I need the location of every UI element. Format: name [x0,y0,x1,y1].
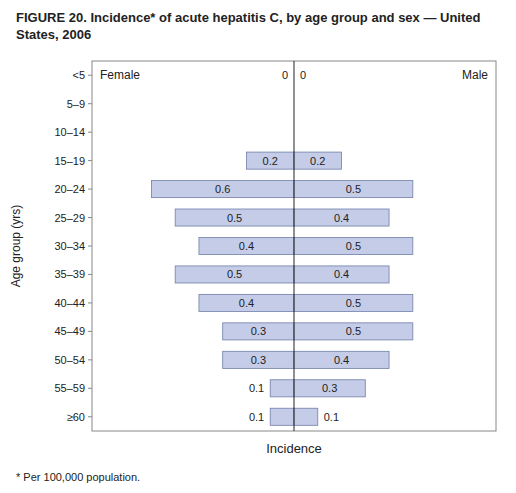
data-label: 0.6 [215,183,230,195]
y-tick [88,388,92,389]
series-name: Female [100,68,140,82]
bar [294,266,389,283]
y-tick-label: 40–44 [54,297,85,309]
bar [294,323,413,340]
y-tick-label: 5–9 [67,98,85,110]
y-tick [88,246,92,247]
y-tick [88,274,92,275]
y-tick-label: 35–39 [54,268,85,280]
bar [294,351,389,368]
bar [223,323,294,340]
data-label: 0.3 [251,325,266,337]
data-label: 0.4 [334,354,349,366]
y-axis-label: Age group (yrs) [9,205,23,288]
title-line: FIGURE 20. Incidence* of acute hepatitis… [16,10,481,25]
chart: FIGURE 20. Incidence* of acute hepatitis… [0,0,516,493]
y-tick [88,416,92,417]
bar [223,351,294,368]
title-group: FIGURE 20. Incidence* of acute hepatitis… [16,10,481,42]
y-tick-label: 15–19 [54,155,85,167]
data-label: 0.5 [346,240,361,252]
data-label: 0.3 [322,382,337,394]
bar [294,408,318,425]
y-tick [88,359,92,360]
y-tick-label: 55–59 [54,382,85,394]
y-tick [88,132,92,133]
bar [151,181,294,198]
data-label: 0.3 [251,354,266,366]
data-label: 0.1 [249,411,264,423]
data-label: 0.5 [346,297,361,309]
y-tick [88,217,92,218]
x-axis-label: Incidence [266,441,322,456]
bar [199,237,294,254]
bar [270,408,294,425]
data-label: 0.1 [249,382,264,394]
bar [175,209,294,226]
data-labels: 0 0.2 0.6 0.5 0.4 0.5 0.4 0.3 0.3 0.1 0.1 0 0.2 0.5 0.… [215,69,361,423]
y-tick-label: 50–54 [54,354,85,366]
y-tick-label: 25–29 [54,212,85,224]
title-line: States, 2006 [16,27,91,42]
series-name: Male [462,68,488,82]
data-label: 0.4 [334,212,349,224]
data-label: 0 [282,69,288,81]
y-tick [88,189,92,190]
zero-line [294,61,295,431]
bar [294,294,413,311]
y-tick [88,302,92,303]
data-label: 0.2 [310,155,325,167]
data-label: 0.5 [346,183,361,195]
bar [294,209,389,226]
data-label: 0.5 [227,268,242,280]
bar [175,266,294,283]
data-label: 0.4 [239,297,254,309]
y-axis: <5 5–9 10–14 15–19 20–24 25–29 30–34 35–39 40–44… [54,69,92,423]
y-tick-label: <5 [72,69,85,81]
data-label: 0.1 [324,411,339,423]
y-tick [88,75,92,76]
bar [270,380,294,397]
bar [294,237,413,254]
bar [294,152,342,169]
data-label: 0.4 [239,240,254,252]
bar [246,152,294,169]
bar [199,294,294,311]
title: FIGURE 20. Incidence* of acute hepatitis… [16,10,481,42]
footnote: * Per 100,000 population. [16,471,140,483]
y-tick [88,331,92,332]
data-label: 0.2 [263,155,278,167]
y-tick-label: 45–49 [54,325,85,337]
y-tick-label: 20–24 [54,183,85,195]
y-tick [88,160,92,161]
y-tick-label: ≥60 [67,411,85,423]
data-label: 0.4 [334,268,349,280]
plot-frame [92,61,496,431]
bar [294,380,365,397]
bar [294,181,413,198]
data-label: 0.5 [346,325,361,337]
bars [151,152,412,425]
data-label: 0 [300,69,306,81]
data-label: 0.5 [227,212,242,224]
y-tick-label: 10–14 [54,126,85,138]
y-tick [88,103,92,104]
y-tick-label: 30–34 [54,240,85,252]
series-names: Female Male [100,68,488,82]
